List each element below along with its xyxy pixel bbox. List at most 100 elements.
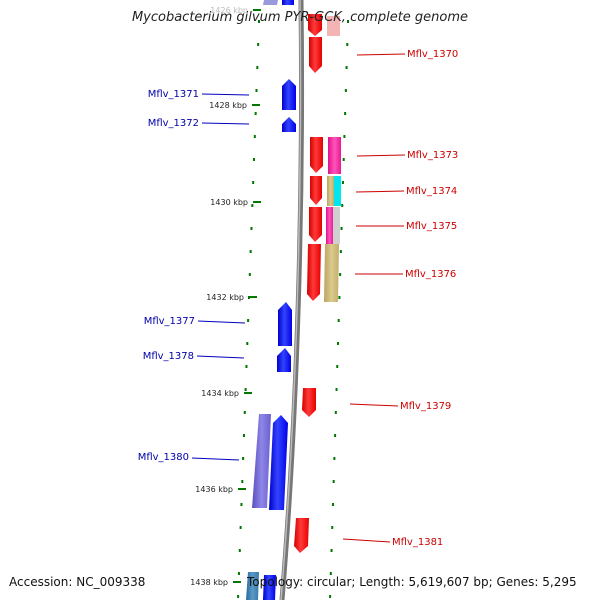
track-dot xyxy=(331,526,334,529)
gene-arrow-plus-cog[interactable] xyxy=(326,207,333,244)
gene-arrow-plus-cog[interactable] xyxy=(327,16,340,36)
leader-line xyxy=(201,93,250,96)
track-dot xyxy=(335,388,338,391)
track-dot xyxy=(332,480,335,483)
gene-arrow-plus-cog[interactable] xyxy=(327,176,334,206)
gene-arrow-minus[interactable] xyxy=(278,302,292,346)
track-dot xyxy=(254,112,257,115)
track-dot xyxy=(341,204,344,207)
track-dot xyxy=(247,319,250,322)
track-dot xyxy=(336,365,339,368)
track-dot xyxy=(244,388,247,391)
gene-label-minus[interactable]: Mflv_1371 xyxy=(148,89,199,100)
track-dot xyxy=(246,342,249,345)
gene-arrow-plus-cog[interactable] xyxy=(333,207,340,244)
plus-strand-track xyxy=(294,14,341,553)
gene-arrow-plus[interactable] xyxy=(308,14,322,36)
track-dot xyxy=(252,181,255,184)
tick-label: 1430 kbp xyxy=(210,198,248,207)
track-dot xyxy=(241,480,244,483)
track-dot xyxy=(336,342,339,345)
track-dot xyxy=(240,503,243,506)
track-dot xyxy=(239,526,242,529)
track-dot xyxy=(238,549,241,552)
gene-arrow-minus[interactable] xyxy=(263,0,278,5)
track-dot xyxy=(339,250,342,253)
leader-line xyxy=(356,154,406,157)
gene-label-minus[interactable]: Mflv_1372 xyxy=(148,118,199,129)
leader-line xyxy=(191,457,240,461)
tick-label: 1432 kbp xyxy=(206,293,244,302)
tick-label: 1436 kbp xyxy=(195,485,233,494)
gene-label-plus[interactable]: Mflv_1379 xyxy=(400,401,451,412)
gene-label-minus[interactable]: Mflv_1378 xyxy=(143,351,194,362)
gene-arrow-plus[interactable] xyxy=(309,37,322,73)
tick-label: 1434 kbp xyxy=(201,389,239,398)
gene-label-plus[interactable]: Mflv_1375 xyxy=(406,221,457,232)
gene-label-minus[interactable]: Mflv_1377 xyxy=(144,316,195,327)
track-dot xyxy=(248,273,251,276)
leader-line xyxy=(197,320,246,324)
tick-label: 1428 kbp xyxy=(209,101,247,110)
track-dot xyxy=(334,411,337,414)
gene-label-plus[interactable]: Mflv_1374 xyxy=(406,186,457,197)
track-dot xyxy=(237,595,240,598)
track-dot xyxy=(250,227,253,230)
track-dot xyxy=(245,365,248,368)
track-dot xyxy=(337,319,340,322)
track-dot xyxy=(258,20,260,23)
track-dot xyxy=(345,66,348,69)
plus-labels: Mflv_1370 Mflv_1373 Mflv_1374 Mflv_1375 … xyxy=(342,49,458,548)
track-dot xyxy=(252,158,255,161)
gene-arrow-minus[interactable] xyxy=(263,575,276,600)
gene-arrow-minus-cog[interactable] xyxy=(252,414,271,508)
genome-backbone-highlight xyxy=(280,0,302,600)
gene-arrow-minus[interactable] xyxy=(277,348,291,372)
gene-arrow-plus[interactable] xyxy=(302,388,316,417)
gene-arrow-plus[interactable] xyxy=(309,207,322,242)
gene-arrow-minus-cog[interactable] xyxy=(246,572,259,600)
track-dot xyxy=(342,158,345,161)
gene-arrow-plus[interactable] xyxy=(307,244,321,301)
track-dot xyxy=(334,434,337,437)
gene-label-plus[interactable]: Mflv_1370 xyxy=(407,49,458,60)
gene-arrow-minus[interactable] xyxy=(282,0,294,5)
track-dot xyxy=(344,89,347,92)
leader-line xyxy=(349,403,399,407)
map-title: Mycobacterium gilvum PYR-GCK, complete g… xyxy=(131,10,469,25)
tick-label: 1438 kbp xyxy=(190,578,228,587)
gene-arrow-plus-cog[interactable] xyxy=(334,176,341,206)
tick-label: 1426 kbp xyxy=(210,6,248,15)
gene-arrow-plus[interactable] xyxy=(294,518,309,553)
topology-text: Topology: circular; Length: 5,619,607 bp… xyxy=(247,575,577,589)
track-dot xyxy=(251,204,254,207)
gene-arrow-plus-cog[interactable] xyxy=(324,244,339,302)
track-dot xyxy=(347,20,349,23)
gene-arrow-plus[interactable] xyxy=(310,176,322,205)
track-dot xyxy=(242,434,245,437)
gene-arrow-minus[interactable] xyxy=(282,79,296,110)
gene-arrow-plus[interactable] xyxy=(310,137,323,173)
gene-label-plus[interactable]: Mflv_1381 xyxy=(392,537,443,548)
track-dot xyxy=(256,66,259,69)
track-dot xyxy=(344,112,347,115)
genome-backbone xyxy=(279,0,305,600)
track-dot xyxy=(340,227,343,230)
gene-arrow-plus-cog[interactable] xyxy=(328,137,341,174)
track-dot xyxy=(338,296,341,299)
track-dot xyxy=(255,89,258,92)
track-dot xyxy=(343,135,346,138)
track-dot xyxy=(257,43,260,46)
gene-label-plus[interactable]: Mflv_1376 xyxy=(405,269,456,280)
dotted-track-lines xyxy=(237,20,349,598)
gene-label-minus[interactable]: Mflv_1380 xyxy=(138,452,189,463)
accession-text: Accession: NC_009338 xyxy=(9,575,146,589)
gene-arrow-minus[interactable] xyxy=(282,117,296,132)
track-dot xyxy=(346,43,349,46)
track-dot xyxy=(242,457,245,460)
track-dot xyxy=(329,595,332,598)
leader-line xyxy=(342,538,391,543)
gene-label-plus[interactable]: Mflv_1373 xyxy=(407,150,458,161)
gene-arrow-minus[interactable] xyxy=(269,415,288,510)
